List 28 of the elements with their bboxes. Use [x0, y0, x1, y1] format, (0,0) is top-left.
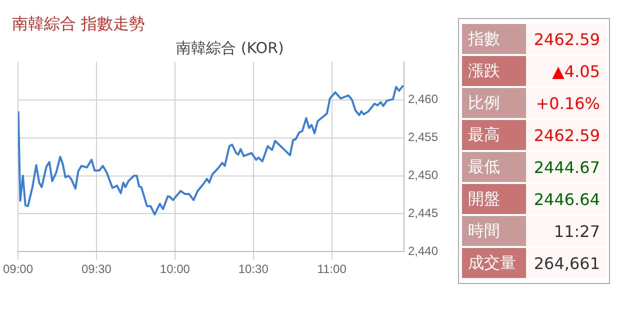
- y-tick-label: 2,440: [408, 244, 438, 258]
- y-tick-label: 2,445: [408, 206, 438, 220]
- y-tick-label: 2,460: [408, 92, 438, 106]
- x-tick-label: 11:00: [317, 262, 347, 276]
- category-label: 最低: [462, 152, 526, 182]
- y-tick-label: 2,455: [408, 130, 438, 144]
- x-tick-label: 10:30: [238, 262, 269, 276]
- text: 2444.67: [534, 158, 600, 176]
- x-tick-label: 09:00: [3, 262, 34, 276]
- category-label: 成交量: [462, 248, 526, 278]
- text: ▲4.05: [552, 62, 600, 80]
- category-label: 漲跌: [462, 56, 526, 86]
- x-tick-label: 09:30: [81, 262, 112, 276]
- chart-title: 南韓綜合 指數走勢: [12, 14, 146, 35]
- y-tick-label: 2,450: [408, 168, 438, 182]
- x-tick-label: 10:00: [160, 262, 190, 276]
- text: 2462.59: [534, 30, 600, 48]
- text: 11:27: [554, 222, 600, 240]
- category-label: 指數: [462, 24, 526, 54]
- chart-subtitle: 南韓綜合 (KOR): [176, 38, 284, 57]
- text: 2446.64: [534, 190, 600, 208]
- category-label: 最高: [462, 120, 526, 150]
- category-label: 開盤: [462, 184, 526, 214]
- text: +0.16%: [536, 94, 600, 112]
- category-label: 時間: [462, 216, 526, 246]
- text: 264,661: [534, 254, 600, 272]
- category-label: 比例: [462, 88, 526, 118]
- text: 2462.59: [534, 126, 600, 144]
